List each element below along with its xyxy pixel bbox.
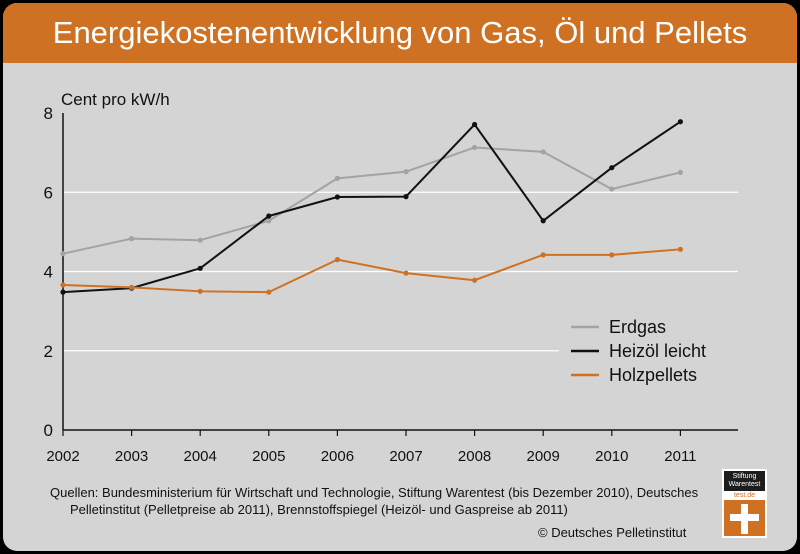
point-erdgas-2003 [129,236,135,242]
series-line-holzpellets [62,248,681,294]
legend-label-heizöl-leicht: Heizöl leicht [609,341,706,361]
legend-label-holzpellets: Holzpellets [609,365,697,385]
x-tick-label-2010: 2010 [595,448,628,465]
point-holzpellets-2002 [60,282,66,288]
x-tick-label-2008: 2008 [458,448,491,465]
point-erdgas-2009 [540,149,546,155]
x-tick-label-2003: 2003 [115,448,148,465]
point-heizöl-leicht-2002 [60,289,66,295]
x-tick-label-2002: 2002 [46,448,79,465]
point-erdgas-2011 [677,169,684,176]
axes [62,113,738,436]
y-axis-label: Cent pro kW/h [61,90,170,109]
point-holzpellets-2007 [403,270,409,276]
tick-labels: 0 2 4 6 8 2002 2003 2004 2005 2006 2007 2008 2009 201… [44,104,697,465]
legend-label-erdgas: Erdgas [609,317,666,337]
point-erdgas-2004 [197,237,203,243]
y-tick-label-8: 8 [44,104,53,123]
y-tick-label-6: 6 [44,183,53,202]
legend: Erdgas Heizöl leicht Holzpellets [559,309,739,389]
point-holzpellets-2008 [472,277,478,283]
point-erdgas-2010 [609,186,615,192]
x-tick-label-2007: 2007 [389,448,422,465]
y-tick-label-0: 0 [44,421,53,440]
point-holzpellets-2004 [197,288,203,294]
y-tick-label-4: 4 [44,263,53,282]
point-heizöl-leicht-2008 [472,121,478,128]
x-tick-label-2005: 2005 [252,448,285,465]
line-chart: 0 2 4 6 8 2002 2003 2004 2005 2006 2007 2008 2009 201… [44,90,739,465]
point-erdgas-2002 [60,251,66,257]
x-tick-label-2011: 2011 [664,448,696,465]
point-heizöl-leicht-2005 [266,213,272,219]
chart-title: Energiekostenentwicklung von Gas, Öl und… [52,15,748,50]
copyright: © Deutsches Pelletinstitut [538,525,687,540]
x-tick-label-2006: 2006 [321,448,354,465]
point-heizöl-leicht-2004 [197,265,203,271]
point-holzpellets-2003 [129,284,135,290]
logo-url: test.de [724,491,765,500]
point-erdgas-2007 [403,169,409,175]
series-line-heizöl-leicht [62,120,681,294]
stiftung-warentest-logo: Stiftung Warentest test.de [722,469,767,538]
point-heizöl-leicht-2009 [540,218,546,224]
logo-line-2: Warentest [728,481,761,488]
source-line-1: Quellen: Bundesministerium für Wirtschaf… [50,485,699,500]
point-holzpellets-2009 [540,252,546,258]
logo-line-1: Stiftung [732,473,757,480]
plus-mark-icon [730,504,759,534]
source-line-2: Pelletinstitut (Pelletpreise ab 2011), B… [70,502,568,517]
x-tick-label-2009: 2009 [527,448,560,465]
point-holzpellets-2011 [677,246,684,252]
series-line-erdgas [62,146,681,255]
y-tick-label-2: 2 [44,342,53,361]
point-erdgas-2008 [472,144,478,151]
source-note: Quellen: Bundesministerium für Wirtschaf… [50,484,710,518]
point-erdgas-2005 [266,218,272,224]
chart-frame: Energiekostenentwicklung von Gas, Öl und… [3,3,797,551]
point-heizöl-leicht-2006 [334,194,340,200]
series-lines [60,119,684,295]
point-heizöl-leicht-2007 [403,194,409,200]
title-bar: Energiekostenentwicklung von Gas, Öl und… [3,3,797,63]
point-erdgas-2006 [334,175,340,181]
point-heizöl-leicht-2010 [609,165,615,171]
point-holzpellets-2005 [266,289,272,295]
logo-wordmark: Stiftung Warentest [724,471,765,491]
point-holzpellets-2010 [609,252,615,258]
x-tick-label-2004: 2004 [184,448,217,465]
point-heizöl-leicht-2011 [677,119,684,125]
point-holzpellets-2006 [334,257,340,263]
